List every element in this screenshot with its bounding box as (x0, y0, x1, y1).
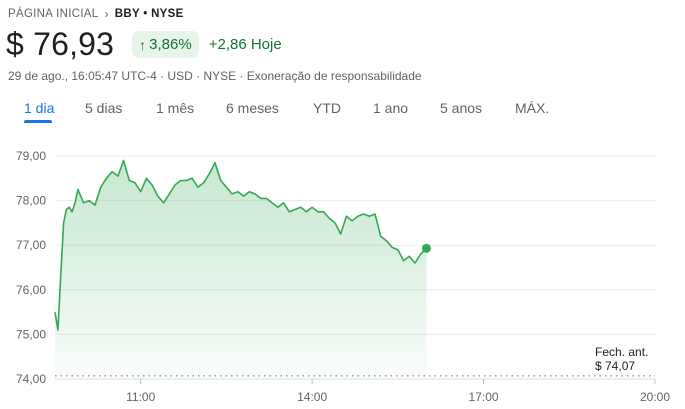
price-chart[interactable]: 79,00 78,00 77,00 76,00 75,00 74,00 11:00 14:0… (0, 140, 685, 409)
tab-1-year[interactable]: 1 ano (373, 100, 409, 116)
tab-1-month[interactable]: 1 mês (156, 100, 195, 116)
breadcrumb: PÁGINA INICIAL › BBY • NYSE (8, 7, 184, 21)
previous-close-label: Fech. ant. (595, 345, 649, 359)
tab-1-day[interactable]: 1 dia (24, 100, 55, 116)
y-tick-label: 78,00 (16, 194, 46, 208)
current-price: $ 76,93 (6, 26, 115, 62)
change-today: +2,86 Hoje (208, 36, 282, 53)
x-tick-label: 17:00 (469, 390, 499, 404)
price-line (54, 159, 427, 331)
y-tick-label: 74,00 (16, 372, 46, 386)
range-tabs: 1 dia 5 dias 1 mês 6 meses YTD 1 ano 5 a… (0, 100, 685, 124)
tab-5-years[interactable]: 5 anos (440, 100, 483, 116)
quote-header: $ 76,93 ↑ 3,86% +2,86 Hoje (6, 26, 282, 63)
tab-5-days[interactable]: 5 dias (85, 100, 123, 116)
last-price-dot (421, 243, 431, 253)
quote-meta: 29 de ago., 16:05:47 UTC-4 · USD · NYSE … (8, 69, 422, 83)
tab-ytd[interactable]: YTD (313, 100, 341, 116)
y-tick-label: 79,00 (16, 149, 46, 163)
x-tick-label: 14:00 (297, 390, 327, 404)
y-tick-label: 75,00 (16, 327, 46, 341)
breadcrumb-current: BBY • NYSE (114, 8, 184, 20)
tab-max[interactable]: MÁX. (515, 100, 550, 116)
x-tick-label: 11:00 (126, 390, 155, 404)
chevron-right-icon: › (104, 7, 109, 21)
previous-close: Fech. ant. $ 74,07 (595, 345, 648, 373)
breadcrumb-home-link[interactable]: PÁGINA INICIAL (8, 8, 99, 20)
x-tick-label: 20:00 (640, 390, 670, 404)
y-tick-label: 76,00 (16, 283, 46, 297)
price-area-fill (55, 160, 427, 376)
change-percent-badge: ↑ 3,86% (132, 31, 199, 58)
previous-close-value: $ 74,07 (595, 359, 636, 373)
y-tick-label: 77,00 (16, 238, 46, 252)
arrow-up-icon: ↑ (139, 36, 147, 53)
tab-6-months[interactable]: 6 meses (226, 100, 279, 116)
change-percent: 3,86% (149, 36, 192, 53)
active-tab-indicator (24, 120, 52, 123)
